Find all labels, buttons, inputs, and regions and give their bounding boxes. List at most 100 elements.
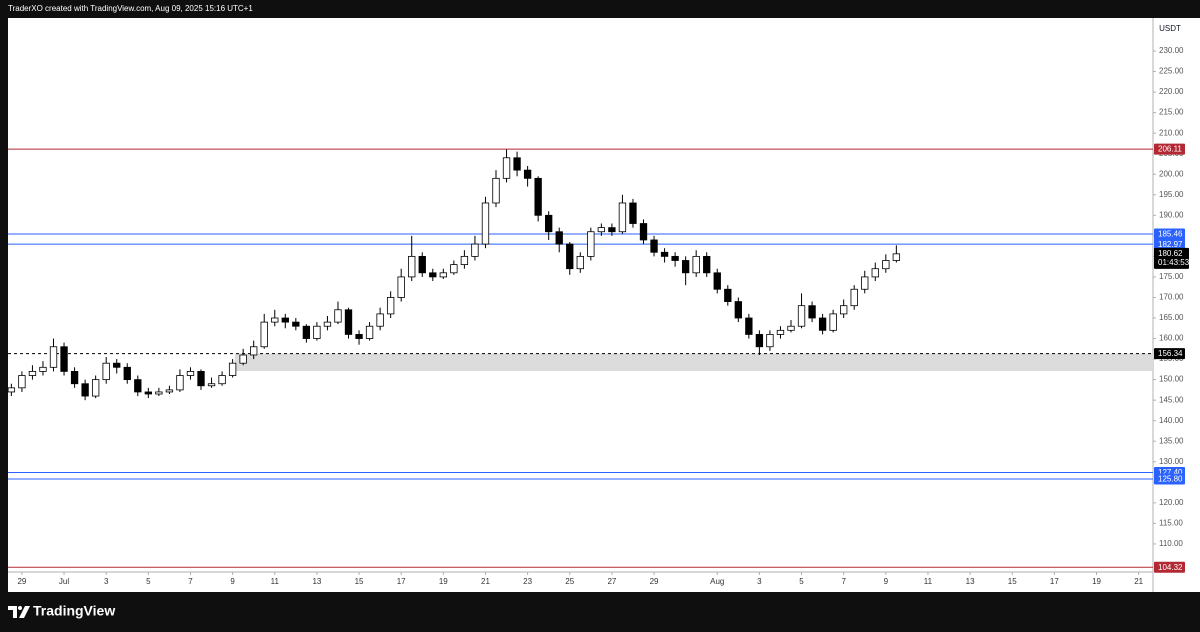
x-tick-label: 23: [523, 577, 532, 586]
x-tick-label: 3: [104, 577, 109, 586]
level-tag-label: 156.34: [1158, 349, 1183, 358]
brand-logo: TradingView: [8, 603, 115, 619]
candle-body: [829, 313, 837, 331]
level-tag: [1154, 561, 1185, 573]
y-tick-label: 225.00: [1159, 67, 1184, 76]
candle-body: [587, 231, 595, 257]
candle-body: [681, 260, 690, 274]
logo-dot: [18, 606, 22, 610]
candle-body: [555, 231, 563, 245]
candle-body: [745, 317, 753, 335]
y-tick-label: 210.00: [1159, 128, 1184, 137]
x-tick-label: 17: [397, 577, 406, 586]
y-tick-label: 170.00: [1159, 293, 1184, 302]
last-price-tag: [1154, 247, 1189, 269]
y-tick-label: 230.00: [1159, 46, 1184, 55]
x-tick-label: 15: [1008, 577, 1017, 586]
candle-body: [313, 325, 321, 339]
candle-body: [513, 157, 521, 171]
level-tag-label: 182.97: [1158, 240, 1183, 249]
candle-body: [70, 371, 79, 385]
candle-body: [460, 255, 469, 266]
y-tick-label: 110.00: [1159, 539, 1183, 548]
x-tick-label: 25: [565, 577, 574, 586]
candle-body: [608, 227, 616, 233]
x-tick-label: 15: [355, 577, 364, 586]
candle-body: [207, 383, 216, 387]
y-tick-label: 120.00: [1159, 498, 1184, 507]
candle-body: [113, 362, 121, 368]
candle-body: [7, 387, 16, 393]
level-tag: [1154, 143, 1185, 155]
candle-body: [28, 371, 37, 376]
candle-body: [197, 371, 205, 387]
candle-body: [639, 223, 648, 241]
x-tick-label: Aug: [710, 577, 724, 586]
candle-body: [102, 362, 110, 381]
level-tag: [1154, 228, 1185, 240]
x-tick-label: 3: [757, 577, 762, 586]
y-tick-label: 200.00: [1159, 169, 1184, 178]
x-tick-label: 5: [146, 577, 151, 586]
logo-icon: [8, 606, 30, 618]
x-tick-label: 9: [230, 577, 235, 586]
candle-body: [734, 301, 742, 319]
x-tick-label: 21: [481, 577, 490, 586]
candle-body: [724, 288, 732, 302]
candle-body: [713, 272, 721, 290]
candle-body: [218, 375, 226, 385]
candle-body: [376, 313, 384, 327]
candle-body: [618, 202, 627, 233]
candle-body: [502, 157, 511, 179]
candle-body: [81, 383, 89, 397]
y-tick-label: 190.00: [1159, 210, 1184, 219]
x-tick-label: 21: [1134, 577, 1143, 586]
candle-body: [365, 325, 374, 339]
x-tick-label: 9: [884, 577, 889, 586]
last-price-label: 180.62: [1158, 249, 1183, 258]
x-tick-label: 17: [1050, 577, 1059, 586]
candle-body: [650, 239, 658, 253]
x-tick-label: 7: [188, 577, 193, 586]
x-tick-label: 27: [607, 577, 616, 586]
candle-body: [692, 255, 700, 274]
candle-body: [134, 379, 142, 393]
candle-body: [892, 253, 901, 261]
candle-body: [397, 276, 405, 298]
y-tick-label: 215.00: [1159, 108, 1184, 117]
candle-body: [871, 268, 879, 278]
candle-body: [250, 346, 258, 356]
y-tick-label: 135.00: [1159, 436, 1184, 445]
candle-body: [165, 389, 174, 393]
level-tag: [1154, 348, 1185, 360]
x-tick-label: 11: [924, 577, 933, 586]
level-tag: [1154, 238, 1185, 250]
x-tick-label: 19: [439, 577, 448, 586]
candle-body: [450, 264, 458, 274]
candle-body: [323, 321, 332, 327]
x-tick-label: 13: [966, 577, 975, 586]
candle-body: [566, 243, 574, 270]
candle-body: [471, 243, 479, 257]
candle-body: [797, 305, 806, 327]
y-tick-label: 130.00: [1159, 457, 1184, 466]
y-tick-label: 150.00: [1159, 375, 1184, 384]
candle-body: [386, 297, 395, 315]
candle-body: [334, 309, 342, 323]
candle-body: [355, 334, 363, 339]
candle-body: [850, 288, 858, 307]
candle-body: [818, 317, 827, 331]
level-tag-label: 185.46: [1158, 230, 1183, 239]
candle-body: [228, 362, 237, 376]
y-tick-label: 115.00: [1159, 519, 1183, 528]
candle-body: [408, 255, 416, 278]
candle-body: [123, 366, 131, 381]
y-tick-label: 165.00: [1159, 313, 1184, 322]
candle-body: [545, 214, 553, 233]
attribution: TraderXO created with TradingView.com, A…: [8, 4, 253, 13]
level-tag-label: 127.40: [1158, 468, 1183, 477]
candle-body: [18, 375, 26, 389]
support-zone: [234, 353, 1153, 371]
candle-body: [344, 309, 353, 335]
candle-body: [534, 177, 542, 216]
